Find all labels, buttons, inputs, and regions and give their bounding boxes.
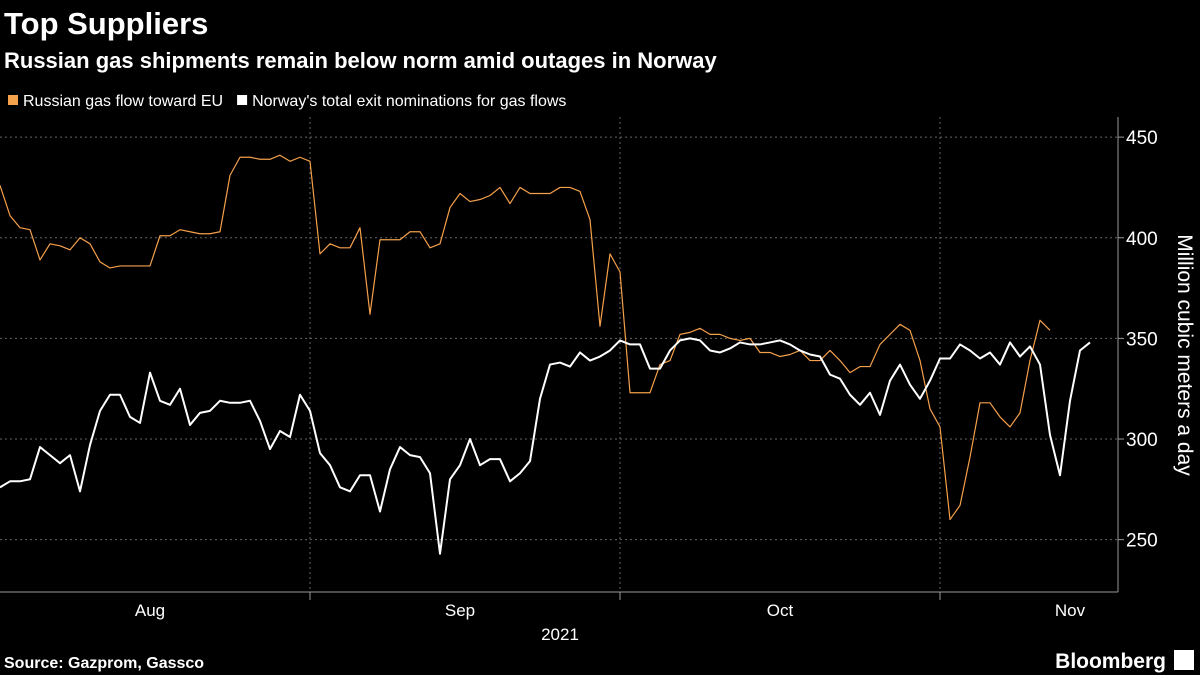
x-axis-label: 2021 bbox=[541, 625, 579, 644]
y-axis-label: Million cubic meters a day bbox=[1173, 234, 1196, 476]
brand-icon bbox=[1174, 650, 1194, 670]
x-tick-label: Sep bbox=[445, 601, 475, 620]
source: Source: Gazprom, Gassco bbox=[4, 655, 204, 672]
chart-title: Top Suppliers bbox=[4, 6, 208, 41]
y-tick-label: 450 bbox=[1126, 128, 1158, 149]
chart-subtitle: Russian gas shipments remain below norm … bbox=[4, 48, 717, 73]
x-tick-label: Nov bbox=[1055, 601, 1086, 620]
x-tick-label: Aug bbox=[135, 601, 165, 620]
series-line bbox=[0, 337, 1091, 555]
brand: Bloomberg bbox=[1055, 650, 1166, 673]
y-tick-label: 350 bbox=[1126, 329, 1158, 350]
series-line bbox=[0, 154, 1051, 521]
y-tick-label: 400 bbox=[1126, 229, 1158, 250]
legend-label: Russian gas flow toward EU bbox=[23, 93, 223, 110]
legend-label: Norway's total exit nominations for gas … bbox=[252, 93, 566, 110]
y-tick-label: 300 bbox=[1126, 430, 1158, 451]
legend-swatch bbox=[8, 95, 18, 105]
x-tick-label: Oct bbox=[767, 601, 794, 620]
y-tick-label: 250 bbox=[1126, 531, 1158, 552]
legend-swatch bbox=[237, 95, 248, 105]
